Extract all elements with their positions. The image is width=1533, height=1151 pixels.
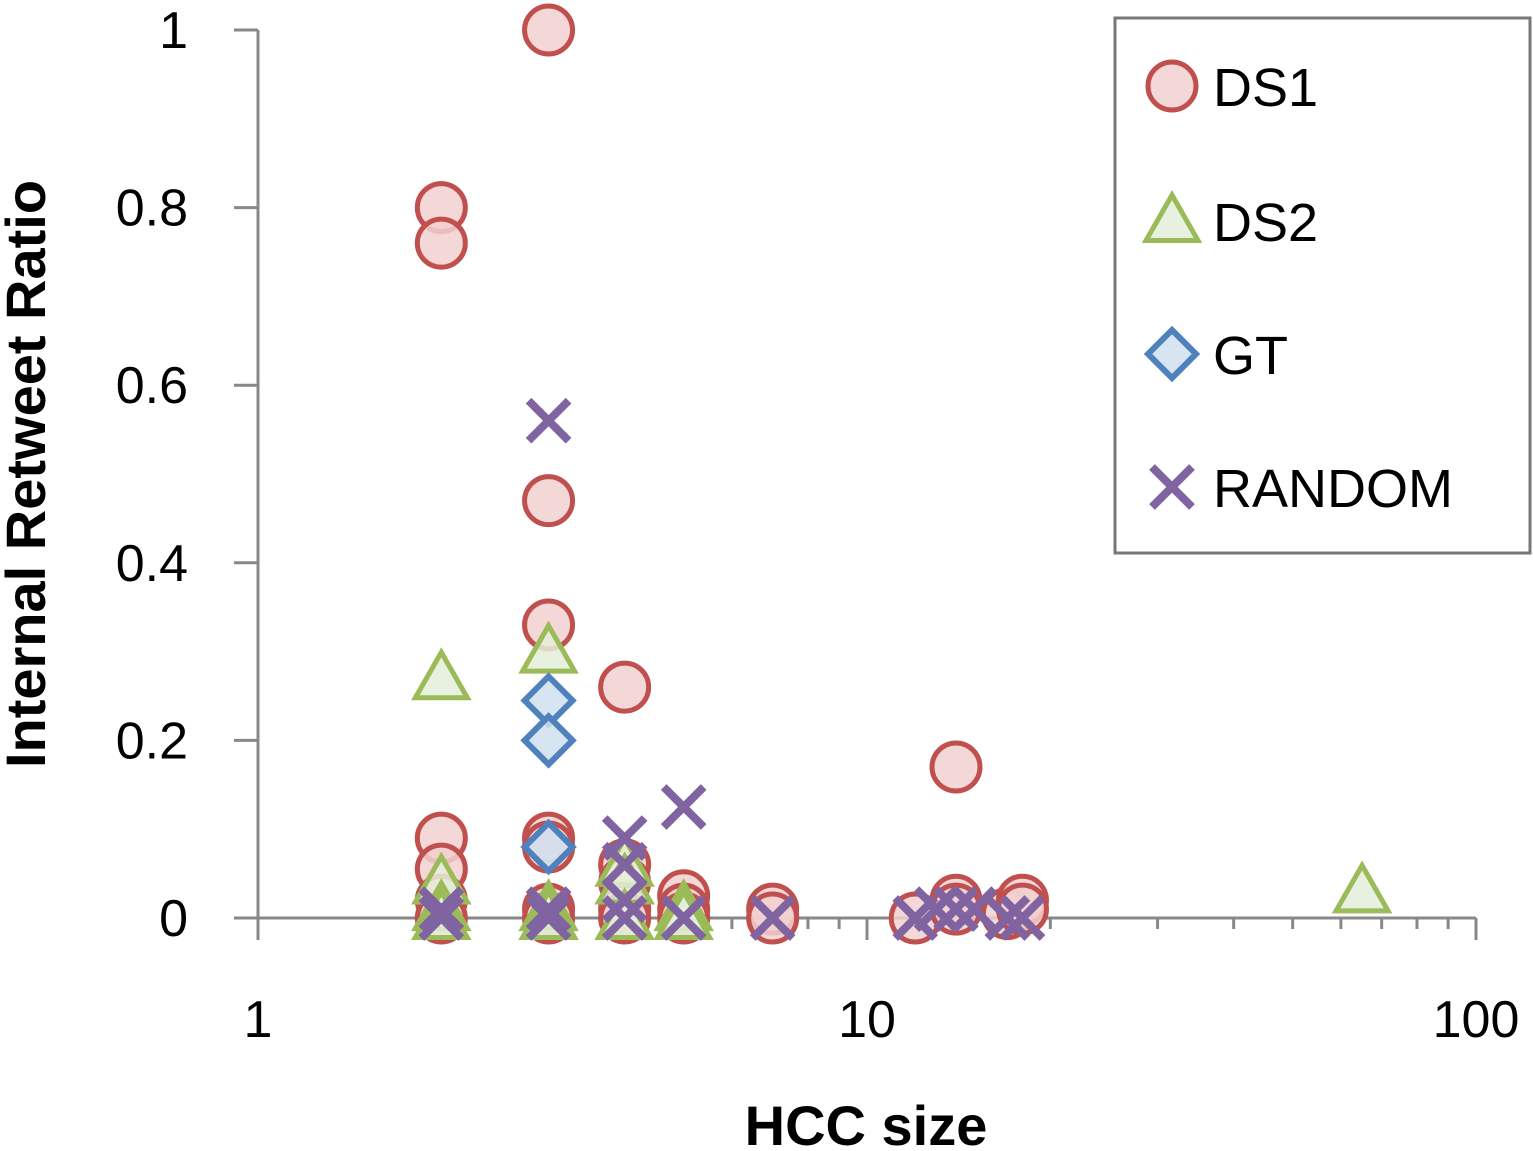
x-stroke [601, 877, 648, 924]
gt-point [520, 818, 577, 876]
random-point [749, 895, 796, 941]
y-tick-label: 1 [159, 2, 188, 60]
random-point [660, 895, 707, 941]
x-stroke [933, 886, 979, 932]
x-stroke [913, 886, 960, 932]
x-stroke [418, 895, 465, 941]
random-point [933, 886, 979, 932]
ds1-point [995, 882, 1049, 936]
legend-label: DS1 [1213, 58, 1318, 118]
x-stroke [660, 784, 707, 830]
legend-label: DS2 [1213, 193, 1318, 253]
random-point [601, 877, 648, 924]
x-stroke [984, 895, 1031, 941]
ds1-point [929, 740, 983, 794]
legend-label: GT [1213, 326, 1288, 386]
legend-item-random: RANDOM [1149, 459, 1453, 519]
random-point [525, 397, 572, 444]
ds2-point [411, 647, 472, 701]
random-point [913, 886, 960, 932]
random-point [601, 895, 648, 941]
ds2-point [518, 620, 579, 674]
legend-label: RANDOM [1213, 459, 1453, 519]
series-ds1 [414, 3, 1049, 945]
legend: DS1 DS2 GT RANDOM [1113, 16, 1532, 555]
legend-marker-gt [1143, 325, 1201, 383]
random-point [418, 886, 465, 932]
ds1-point [414, 216, 468, 270]
y-tick-label: 0.6 [116, 357, 188, 415]
x-stroke [1149, 464, 1195, 510]
x-stroke [525, 397, 572, 444]
random-point [418, 895, 465, 941]
legend-marker-ds1 [1145, 59, 1199, 113]
y-tick-label: 0 [159, 890, 188, 948]
ds1-point [598, 660, 652, 714]
series-gt [520, 672, 577, 876]
x-stroke [601, 895, 648, 941]
legend-marker-random [1149, 464, 1195, 510]
gt-point [520, 712, 577, 769]
y-tick-label: 0.2 [116, 712, 188, 770]
y-axis-title: Internal Retweet Ratio [0, 180, 57, 768]
random-point [999, 895, 1046, 941]
y-tick-label: 0.8 [116, 180, 188, 238]
x-stroke [525, 886, 572, 932]
x-tick-label: 100 [1433, 991, 1520, 1049]
x-stroke [749, 895, 796, 941]
y-tick-label: 0.4 [116, 535, 188, 593]
random-point [525, 895, 572, 941]
x-stroke [951, 886, 998, 932]
x-stroke [660, 895, 707, 941]
random-point [525, 886, 572, 932]
legend-item-ds1: DS1 [1145, 58, 1318, 118]
x-stroke [525, 895, 572, 941]
legend-marker-ds2 [1141, 189, 1203, 243]
x-tick-label: 10 [838, 991, 896, 1049]
legend-item-ds2: DS2 [1141, 189, 1318, 253]
x-stroke [999, 895, 1046, 941]
x-axis-title: HCC size [745, 1094, 988, 1151]
ds1-point [522, 3, 576, 57]
random-point [601, 841, 648, 888]
x-tick-label: 1 [244, 991, 273, 1049]
x-stroke [418, 886, 465, 932]
tick-labels: 0 0.2 0.4 0.6 0.8 1 1 10 100 [116, 2, 1520, 1049]
legend-item-gt: GT [1143, 325, 1288, 386]
random-point [951, 886, 998, 932]
random-point [660, 784, 707, 830]
series-random [418, 397, 1046, 941]
random-point [984, 895, 1031, 941]
x-stroke [601, 841, 648, 888]
data-points [411, 3, 1393, 945]
ds2-point [1331, 860, 1393, 914]
ds1-point [522, 474, 576, 528]
